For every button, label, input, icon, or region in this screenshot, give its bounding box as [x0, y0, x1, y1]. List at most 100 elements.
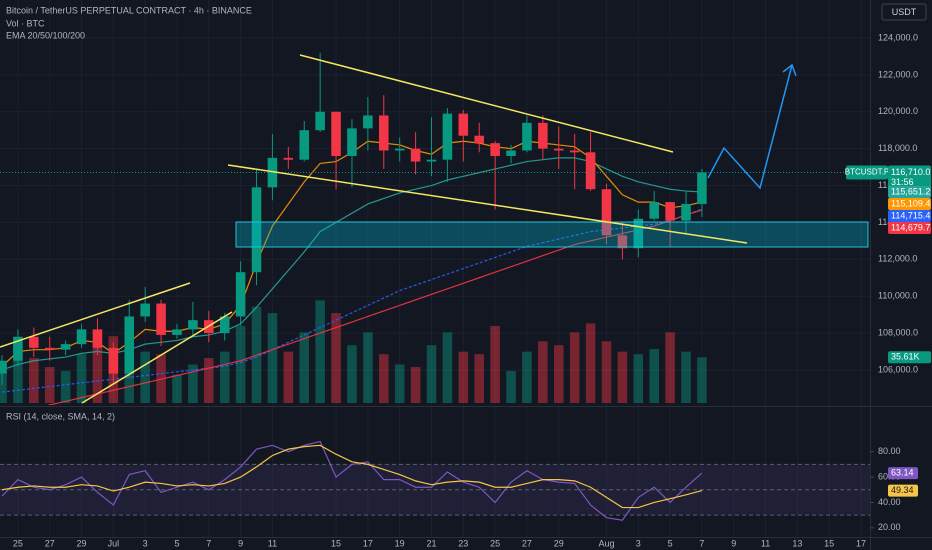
rsi-value-label: 63.14 [891, 467, 914, 477]
volume-bar [331, 313, 341, 403]
rsi-line [1, 440, 703, 521]
volume-bar [283, 351, 294, 403]
volume-bar [617, 351, 628, 403]
candle-body [267, 157, 278, 188]
ema-price-label: 115,651.2 [891, 186, 930, 196]
candle-body [44, 347, 55, 350]
volume-label-bg [888, 351, 931, 364]
candle-body [426, 159, 437, 162]
volume-bar [649, 349, 659, 403]
price-pane [0, 52, 870, 405]
candle-body [410, 148, 421, 162]
candle-body [601, 189, 612, 236]
candle-body [585, 152, 596, 190]
x-tick-label: 27 [522, 538, 532, 548]
volume-bar [522, 351, 532, 403]
candle-body [29, 336, 39, 348]
x-tick-label: Jul [108, 538, 120, 548]
x-tick-label: 3 [143, 538, 148, 548]
x-tick-label: 5 [174, 538, 179, 548]
x-tick-label: 15 [331, 538, 341, 548]
x-tick-label: Aug [598, 538, 614, 548]
volume-bar [458, 351, 469, 403]
candle-body [251, 187, 262, 273]
volume-bar [219, 351, 230, 403]
candle-body [553, 148, 564, 151]
last-price-bg [888, 165, 931, 189]
trend-line [81, 311, 233, 404]
volume-bar [204, 358, 214, 403]
x-tick-label: 29 [554, 538, 564, 548]
volume-bar [267, 313, 278, 403]
ema-price-bg [888, 209, 931, 222]
rsi-title: RSI (14, close, SMA, 14, 2) [6, 411, 115, 421]
y-tick-label: 106,000.0 [878, 364, 918, 374]
rsi-tick-label: 20.00 [878, 522, 901, 532]
candle-body [379, 115, 389, 151]
y-tick-label: 112,000.0 [878, 254, 917, 264]
trend-line [299, 54, 674, 153]
x-tick-label: 3 [636, 538, 641, 548]
volume-bar [363, 332, 373, 403]
y-tick-label: 120,000.0 [878, 106, 918, 116]
trend-line [227, 164, 748, 244]
ema-line [1, 157, 702, 371]
volume-bar [29, 358, 39, 403]
candle-body [681, 203, 691, 221]
volume-bar [569, 332, 580, 403]
candle-body [363, 115, 373, 129]
candle-body [92, 329, 103, 348]
x-tick-label: 5 [668, 538, 673, 548]
volume-bar [633, 354, 644, 403]
projection-path [707, 64, 793, 190]
candle-body [538, 122, 548, 149]
x-tick-label: 13 [792, 538, 802, 548]
x-tick-label: 25 [490, 538, 500, 548]
candle-body [299, 130, 310, 160]
y-tick-label: 110,000.0 [878, 291, 917, 301]
rsi-value-bg [888, 484, 918, 497]
symbol-label: BTCUSDT.P [845, 168, 889, 177]
ema-price-bg [888, 185, 931, 198]
axes: 25 27 29 Jul 3 5 7 9 11 15 17 19 21 23 25 27 29 Aug 3 5 7 9 11… [13, 32, 931, 548]
volume-bar [426, 345, 437, 403]
y-tick-label: 108,000.0 [878, 327, 918, 337]
candle-body [124, 316, 135, 374]
volume-bar [76, 354, 87, 403]
y-tick-label: 124,000.0 [878, 32, 918, 42]
volume-bar [44, 367, 55, 403]
symbol-label-bg [846, 165, 888, 180]
currency-button[interactable] [881, 3, 927, 21]
volume-bar [490, 325, 500, 403]
volume-legend: Vol · BTC [6, 18, 45, 28]
rsi-value-bg [888, 467, 918, 480]
candle-body [331, 111, 341, 157]
projection-arrowhead [782, 63, 797, 77]
volume-bar [188, 364, 198, 403]
volume-bar [299, 332, 310, 403]
candle-body [13, 336, 23, 361]
ema-price-label: 114,715.4 [891, 210, 930, 220]
y-tick-label: 118,000.0 [878, 143, 917, 153]
candle-body [697, 172, 707, 204]
x-tick-label: 11 [761, 538, 770, 548]
volume-bar [140, 351, 150, 403]
currency-label[interactable]: USDT [892, 7, 917, 17]
candle-body [76, 329, 87, 345]
volume-bar [60, 370, 71, 403]
x-tick-label: 17 [363, 538, 373, 548]
volume-bar [585, 323, 596, 403]
volume-bar [553, 345, 564, 403]
volume-bar [92, 345, 103, 403]
candle-body [0, 360, 7, 374]
rsi-line [1, 444, 703, 509]
volume-bar [235, 325, 246, 403]
volume-label: 35.61K [891, 352, 920, 362]
x-tick-label: 9 [731, 538, 736, 548]
ema-price-label: 114,679.7 [891, 222, 930, 232]
volume-bar [379, 354, 389, 403]
volume-bar [13, 349, 23, 403]
